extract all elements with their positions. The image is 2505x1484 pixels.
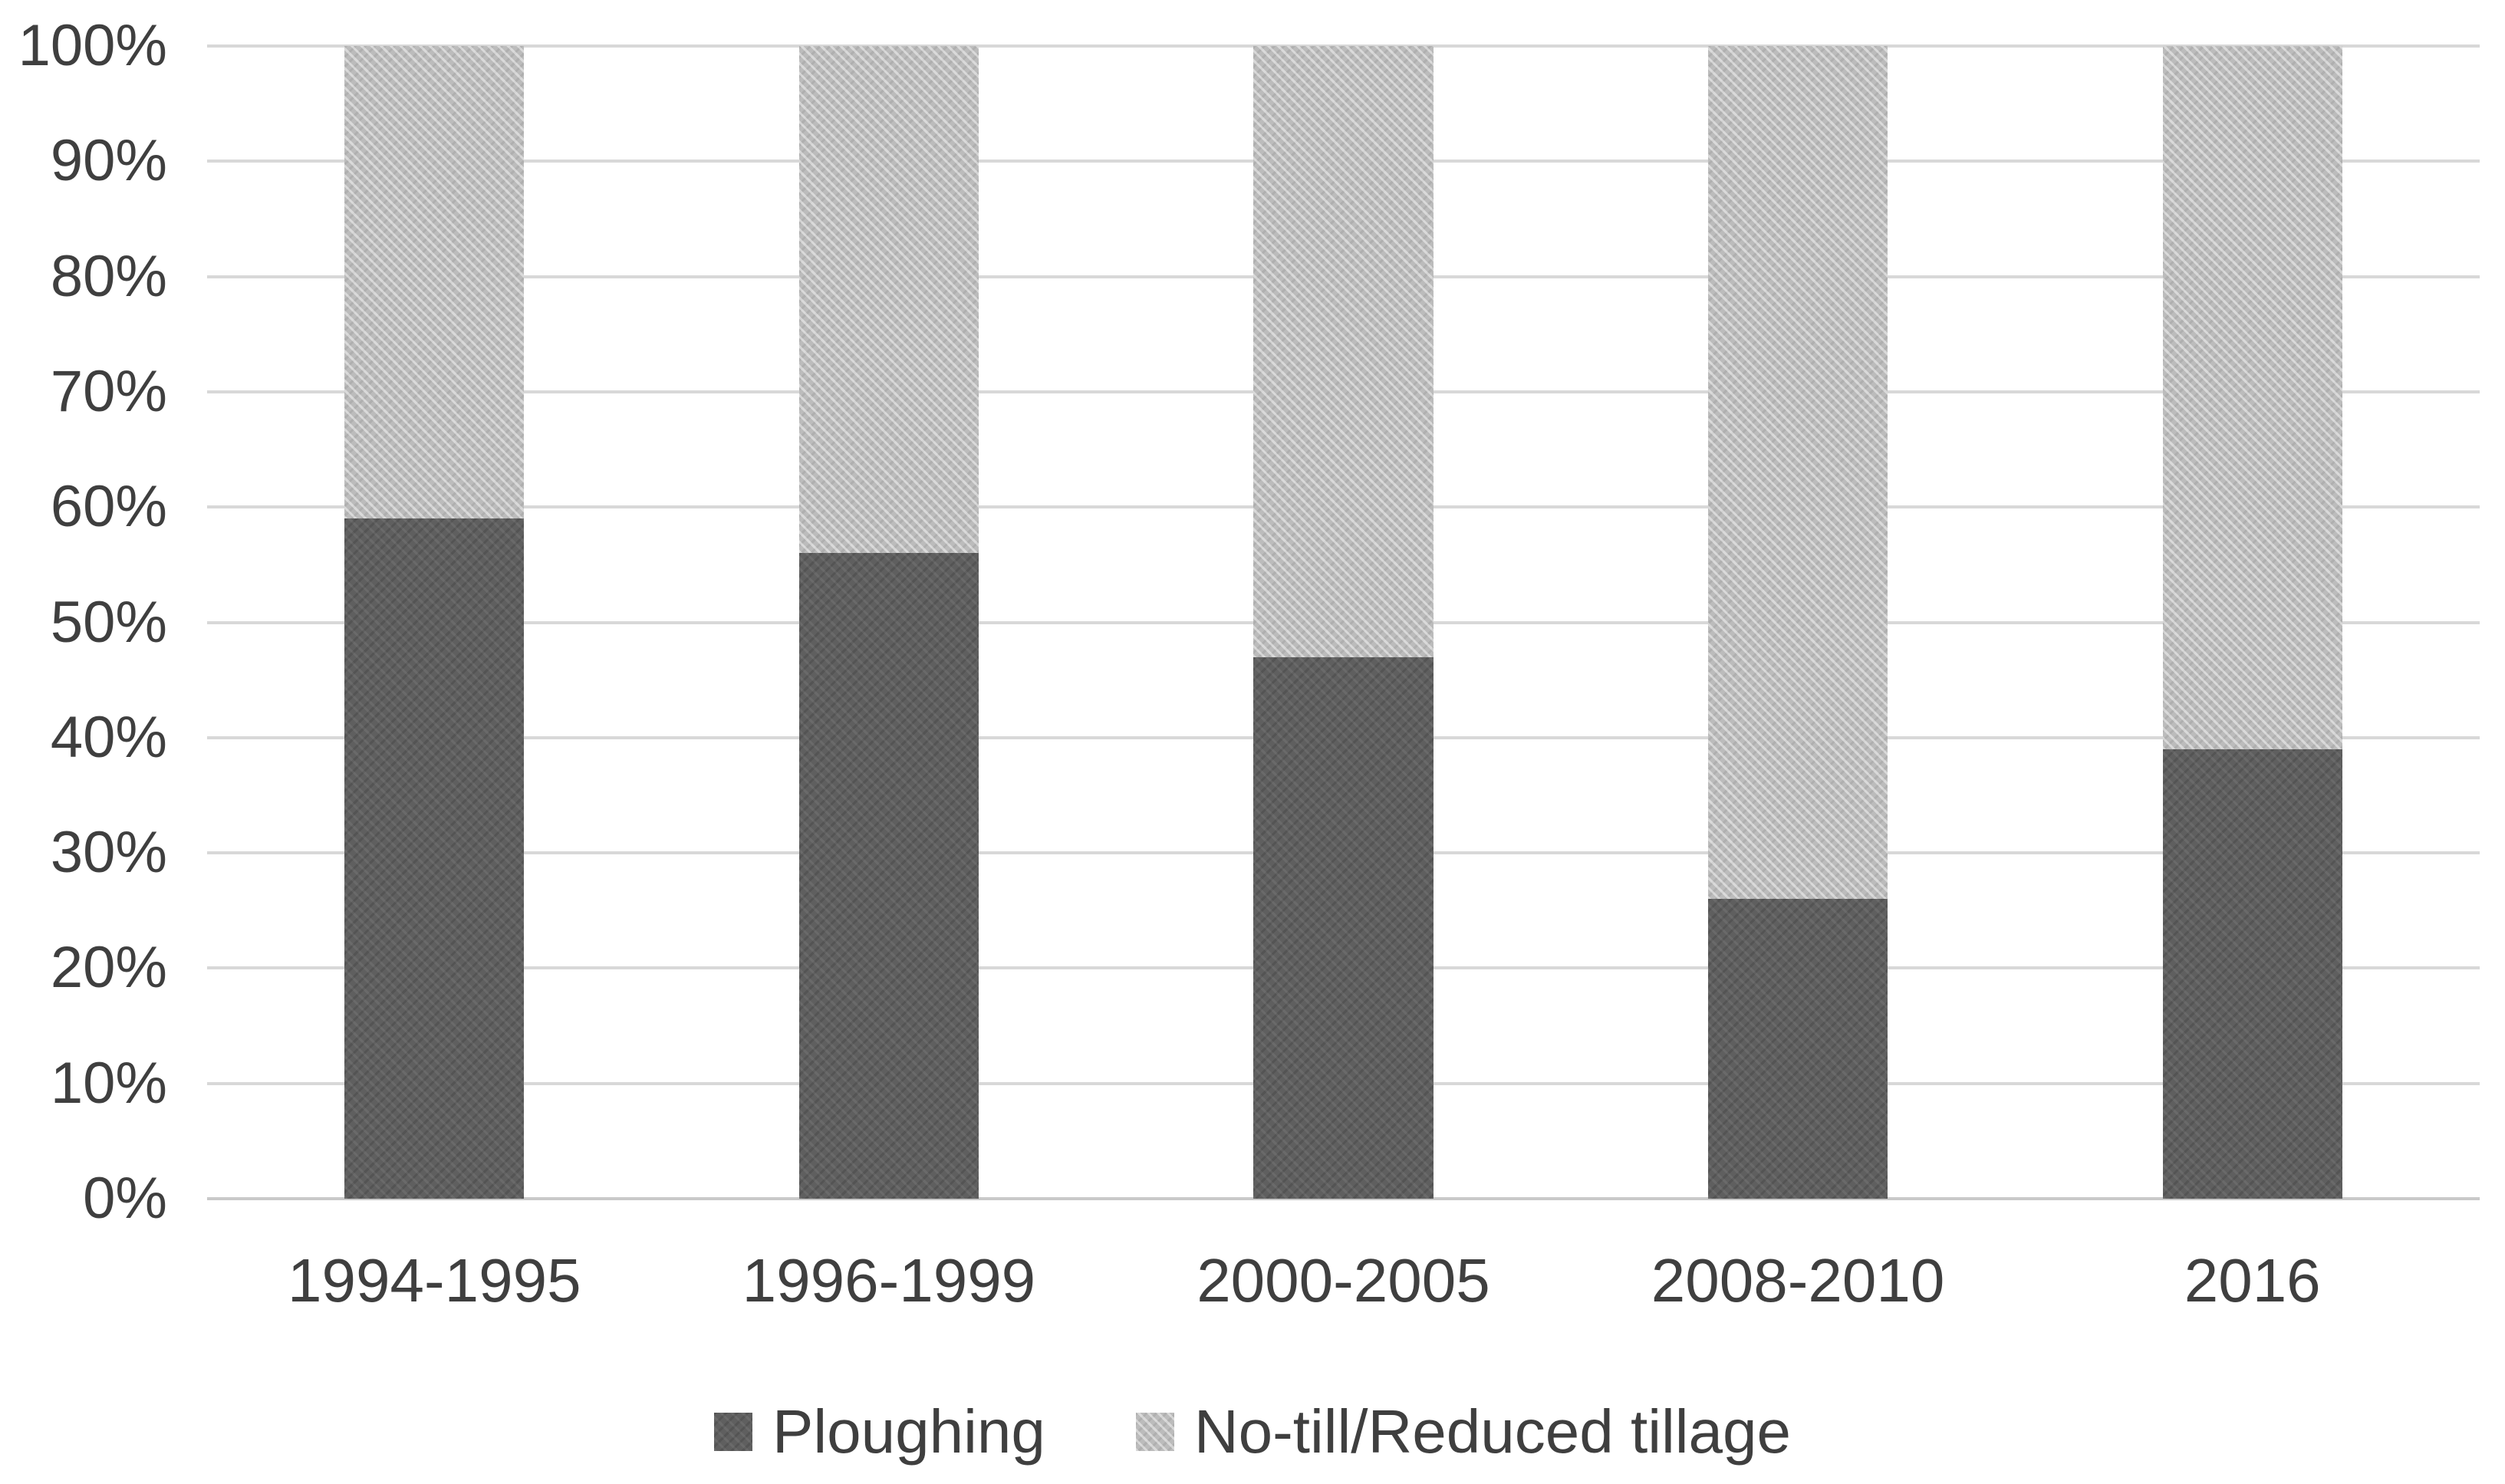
y-axis-tick-labels: 0% 10% 20% 30% 40% 50% 60% 70% 80% 90% 100%: [0, 17, 167, 1228]
y-tick-label: 70%: [50, 358, 167, 424]
legend-label: No-till/Reduced tillage: [1193, 1397, 1792, 1466]
legend-label: Ploughing: [772, 1397, 1045, 1466]
y-tick-label: 60%: [50, 474, 167, 540]
bar-slot-1996-1999: [662, 46, 1117, 1199]
y-tick-label: 0%: [83, 1166, 167, 1231]
y-tick-label: 40%: [50, 704, 167, 770]
bar-stack: [798, 46, 979, 1199]
bar-segment-no-till-reduced-tillage: [1253, 46, 1434, 657]
y-tick-label: 90%: [50, 128, 167, 194]
bar-slot-2016: [2025, 46, 2480, 1199]
y-tick-label: 50%: [50, 589, 167, 655]
bar-stack: [2162, 46, 2342, 1199]
legend: Ploughing No-till/Reduced tillage: [0, 1390, 2505, 1474]
legend-item-no-till-reduced-tillage: No-till/Reduced tillage: [1135, 1397, 1792, 1466]
bar-segment-ploughing: [1253, 656, 1434, 1199]
y-tick-label: 10%: [50, 1050, 167, 1116]
bars-layer: [207, 46, 2480, 1199]
legend-swatch-icon: [713, 1413, 752, 1451]
bar-slot-2008-2010: [1571, 46, 2026, 1199]
y-tick-label: 20%: [50, 935, 167, 1001]
bar-segment-ploughing: [1708, 899, 1888, 1199]
bar-stack: [1253, 46, 1434, 1199]
gridline-0%: [207, 1197, 2480, 1200]
y-tick-label: 80%: [50, 243, 167, 309]
y-tick-label: 30%: [50, 820, 167, 886]
bar-slot-2000-2005: [1116, 46, 1571, 1199]
bar-segment-no-till-reduced-tillage: [344, 46, 525, 519]
bar-slot-1994-1995: [207, 46, 662, 1199]
y-tick-label: 100%: [18, 13, 167, 78]
x-axis-category-labels: 1994-1995 1996-1999 2000-2005 2008-2010 2016: [207, 1239, 2480, 1323]
bar-segment-no-till-reduced-tillage: [798, 46, 979, 554]
x-category-label: 1994-1995: [288, 1246, 581, 1315]
bar-segment-ploughing: [344, 518, 525, 1199]
plot-area: [207, 44, 2480, 1200]
bar-segment-no-till-reduced-tillage: [1708, 46, 1888, 900]
x-category-label: 2008-2010: [1651, 1246, 1945, 1315]
x-category-label: 2000-2005: [1197, 1246, 1490, 1315]
bar-segment-ploughing: [2162, 749, 2342, 1199]
bar-segment-no-till-reduced-tillage: [2162, 46, 2342, 749]
legend-swatch-icon: [1135, 1413, 1174, 1451]
bar-segment-ploughing: [798, 553, 979, 1199]
bar-stack: [344, 46, 525, 1199]
bar-stack: [1708, 46, 1888, 1199]
x-category-label: 2016: [2184, 1246, 2321, 1315]
gridline-100%: [207, 44, 2480, 48]
x-category-label: 1996-1999: [742, 1246, 1036, 1315]
legend-item-ploughing: Ploughing: [713, 1397, 1045, 1466]
